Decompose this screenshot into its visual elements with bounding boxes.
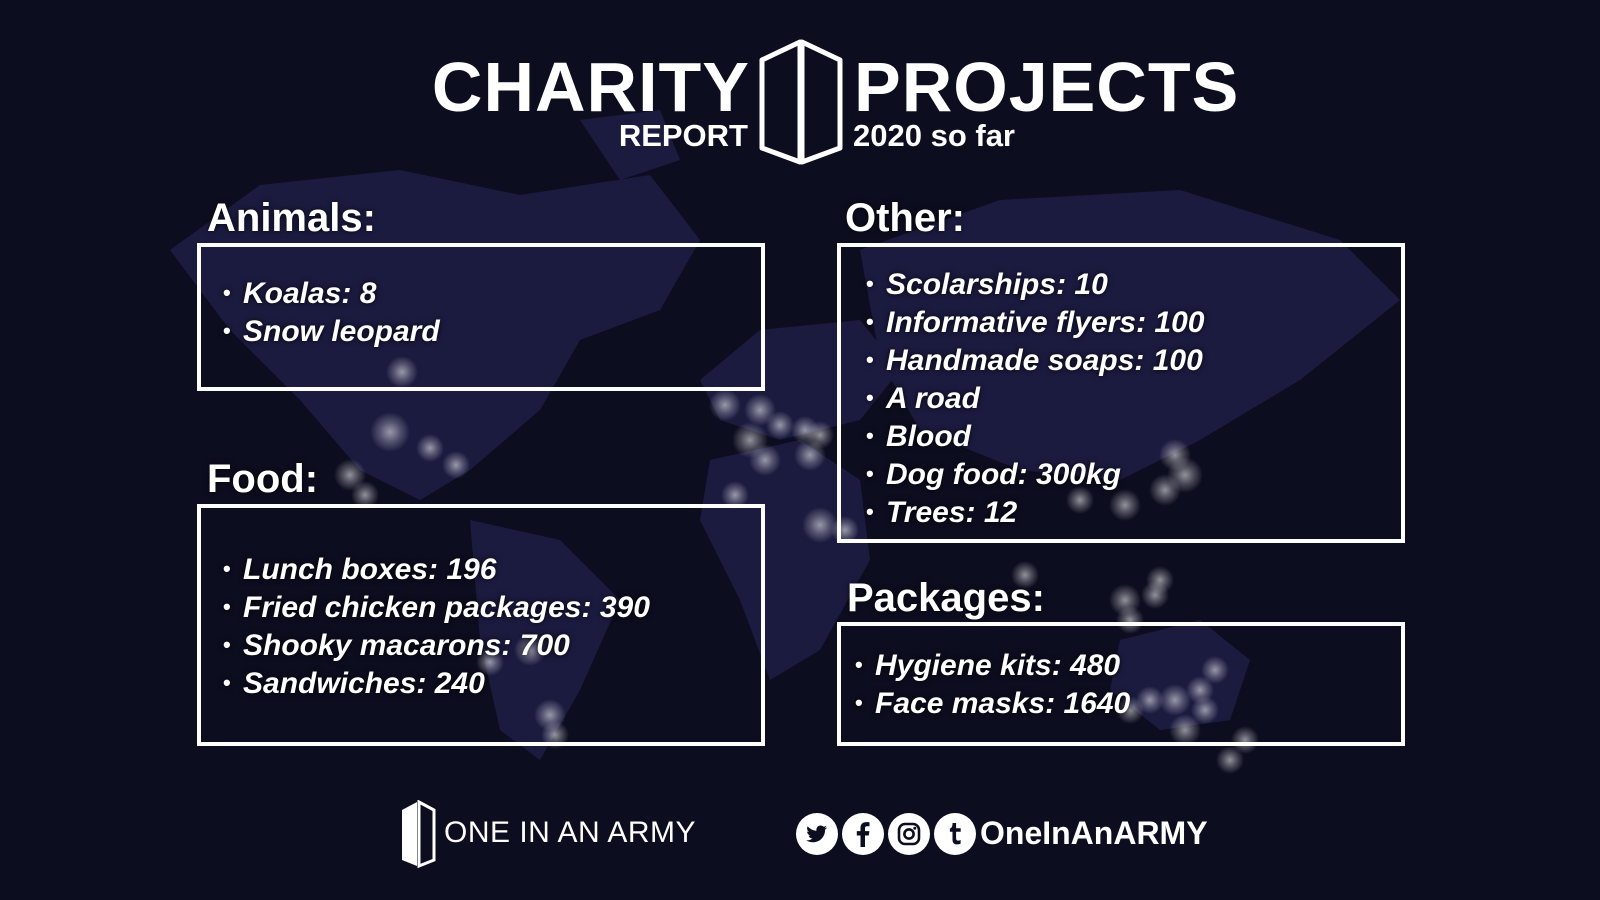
bullet-icon: •: [223, 280, 231, 305]
section-title-packages: Packages:: [847, 576, 1045, 620]
list-item: • Sandwiches: 240: [223, 664, 650, 702]
other-box: • Scolarships: 10 • Informative flyers: 10…: [837, 243, 1405, 543]
list-item: • Blood: [866, 417, 1204, 455]
list-item: • Informative flyers: 100: [866, 303, 1204, 341]
other-list: • Scolarships: 10 • Informative flyers: 10…: [866, 265, 1204, 531]
report-header: CHARITY PROJECTS REPORT 2020 so far: [0, 34, 1600, 174]
bullet-icon: •: [223, 632, 231, 657]
section-title-other: Other:: [845, 196, 965, 240]
bullet-icon: •: [866, 385, 874, 410]
subtitle-year: 2020 so far: [853, 118, 1015, 153]
bullet-icon: •: [223, 318, 231, 343]
list-item: • Koalas: 8: [223, 274, 440, 312]
section-title-food: Food:: [207, 457, 319, 501]
list-item: • Handmade soaps: 100: [866, 341, 1204, 379]
animals-list: • Koalas: 8 • Snow leopard: [223, 274, 440, 350]
twitter-icon[interactable]: [796, 813, 838, 855]
facebook-icon[interactable]: [842, 813, 884, 855]
section-title-animals: Animals:: [207, 196, 376, 240]
list-item: • Lunch boxes: 196: [223, 550, 650, 588]
bullet-icon: •: [866, 347, 874, 372]
bullet-icon: •: [223, 670, 231, 695]
bullet-icon: •: [855, 690, 863, 715]
brand-logo-icon: [402, 800, 436, 868]
title-charity: CHARITY: [431, 48, 750, 126]
subtitle-report: REPORT: [618, 118, 748, 153]
bullet-icon: •: [866, 309, 874, 334]
bullet-icon: •: [223, 594, 231, 619]
title-projects: PROJECTS: [854, 48, 1240, 126]
bullet-icon: •: [866, 499, 874, 524]
list-item: • Trees: 12: [866, 493, 1204, 531]
food-list: • Lunch boxes: 196 • Fried chicken package…: [223, 550, 650, 702]
list-item: • Shooky macarons: 700: [223, 626, 650, 664]
brand-name: ONE IN AN ARMY: [444, 816, 697, 849]
bullet-icon: •: [866, 423, 874, 448]
list-item: • A road: [866, 379, 1204, 417]
list-item: • Hygiene kits: 480: [855, 646, 1130, 684]
instagram-icon[interactable]: [888, 813, 930, 855]
bullet-icon: •: [866, 271, 874, 296]
tumblr-icon[interactable]: [934, 813, 976, 855]
army-logo-icon: [759, 39, 843, 165]
list-item: • Scolarships: 10: [866, 265, 1204, 303]
animals-box: • Koalas: 8 • Snow leopard: [197, 243, 765, 391]
list-item: • Face masks: 1640: [855, 684, 1130, 722]
bullet-icon: •: [866, 461, 874, 486]
list-item: • Fried chicken packages: 390: [223, 588, 650, 626]
bullet-icon: •: [223, 556, 231, 581]
map-glow-dots: [334, 356, 1259, 774]
list-item: • Dog food: 300kg: [866, 455, 1204, 493]
social-handle[interactable]: OneInAnARMY: [980, 815, 1208, 851]
list-item: • Snow leopard: [223, 312, 440, 350]
food-box: • Lunch boxes: 196 • Fried chicken package…: [197, 504, 765, 746]
bullet-icon: •: [855, 652, 863, 677]
packages-list: • Hygiene kits: 480 • Face masks: 1640: [855, 646, 1130, 722]
packages-box: • Hygiene kits: 480 • Face masks: 1640: [837, 622, 1405, 746]
